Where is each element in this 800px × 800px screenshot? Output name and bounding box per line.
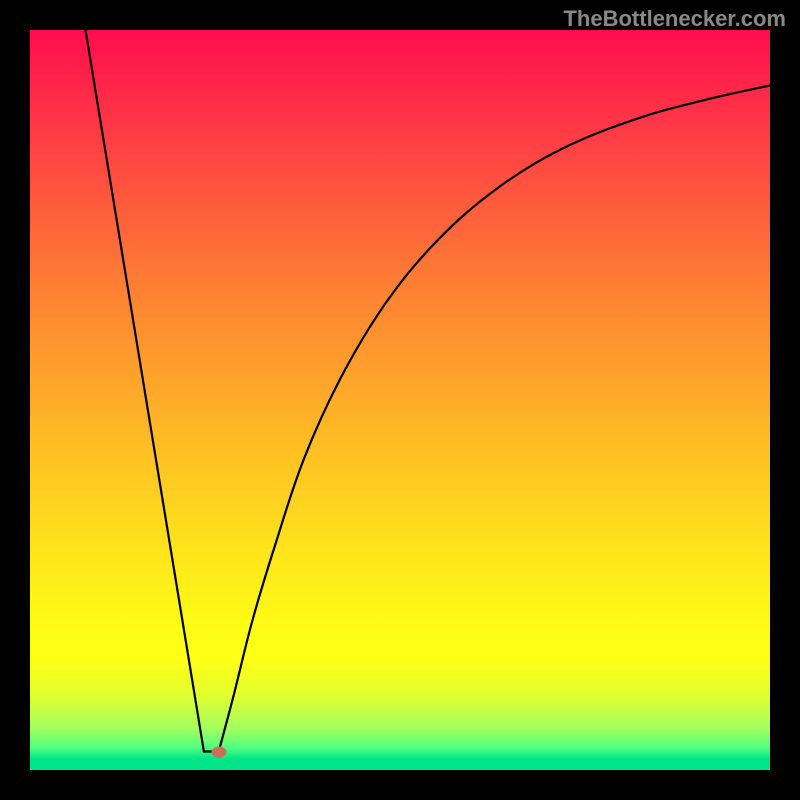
watermark-text: TheBottlenecker.com — [563, 6, 786, 32]
curve-right-curve — [219, 86, 770, 752]
plot-area — [30, 30, 770, 770]
valley-marker — [211, 746, 226, 757]
curve-left-line — [86, 30, 204, 752]
curve-layer — [30, 30, 770, 770]
